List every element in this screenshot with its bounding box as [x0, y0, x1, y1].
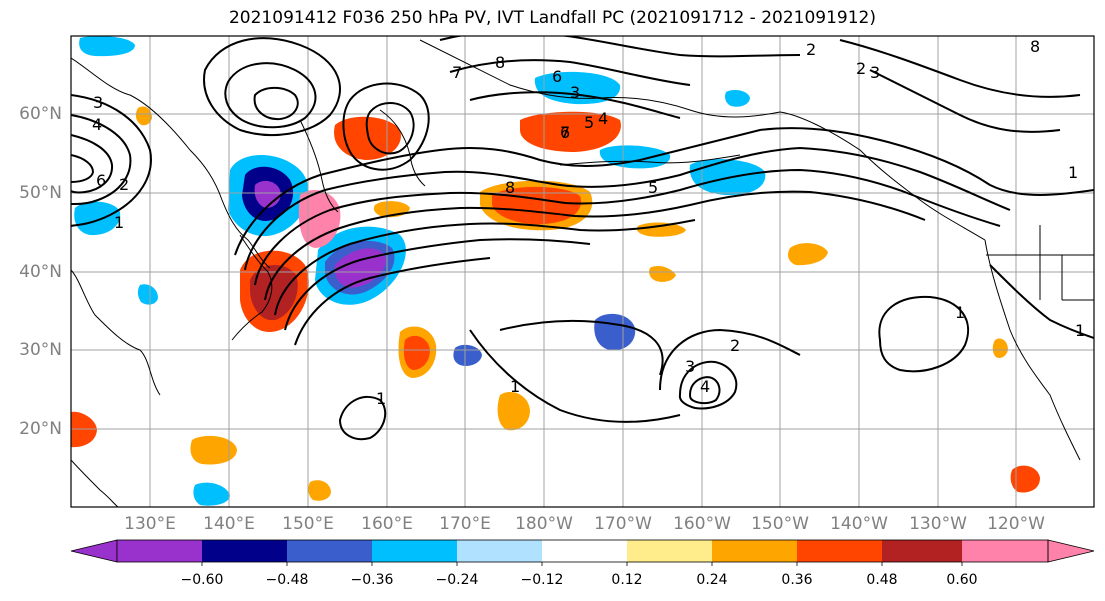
pv-negative-small-4 — [725, 90, 750, 107]
pv-positive-south — [497, 391, 530, 431]
contour-label: 5 — [584, 113, 594, 132]
lon-label-140e: 140°E — [203, 514, 255, 534]
pv-negative-small-1 — [453, 344, 482, 366]
contour-label: 4 — [92, 115, 102, 134]
chart-title: 2021091412 F036 250 hPa PV, IVT Landfall… — [228, 8, 876, 28]
contour-label: 1 — [376, 389, 386, 408]
lat-label-30n: 30°N — [19, 340, 62, 360]
contour-label: 2 — [806, 40, 816, 59]
pv-shading — [71, 36, 1040, 506]
lon-label-160w: 160°W — [673, 514, 731, 534]
lon-label-170w: 170°W — [594, 514, 652, 534]
pv-positive-small-4 — [135, 106, 152, 126]
contour-label: 1 — [955, 303, 965, 322]
lat-label-50n: 50°N — [19, 183, 62, 203]
colorbar-tick-label: −0.12 — [520, 572, 564, 588]
colorbar-bin-0 — [117, 540, 202, 562]
contour-label: 1 — [1068, 163, 1078, 182]
coastlines — [71, 39, 1094, 507]
contour-label: 5 — [648, 178, 658, 197]
colorbar-bin-8 — [797, 540, 882, 562]
contour-label: 2 — [119, 175, 129, 194]
pv-positive-southwest — [190, 435, 237, 465]
colorbar-max-arrow — [1047, 539, 1095, 563]
lon-label-130w: 130°W — [909, 514, 967, 534]
colorbar-tick-label: −0.24 — [435, 572, 479, 588]
colorbar-tick-label: −0.48 — [265, 572, 309, 588]
contour-label: 4 — [598, 109, 608, 128]
pv-positive-small-5 — [649, 266, 676, 282]
lon-label-150e: 150°E — [282, 514, 334, 534]
pv-positive-sea-okhotsk — [334, 116, 401, 160]
pv-positive-small-2 — [308, 480, 331, 501]
lat-label-40n: 40°N — [19, 262, 62, 282]
contour-label: 8 — [505, 178, 515, 197]
contour-label: 1 — [1075, 321, 1085, 340]
colorbar-tick-label: 0.60 — [946, 572, 978, 588]
map-frame — [70, 35, 1095, 508]
contour-label: 3 — [570, 83, 580, 102]
contour-label: 2 — [856, 59, 866, 78]
lon-label-140w: 140°W — [830, 514, 888, 534]
colorbar-tick-label: 0.36 — [781, 572, 813, 588]
pv-positive-small-3 — [992, 338, 1008, 358]
contour-label: 4 — [700, 377, 710, 396]
pv-negative-nw — [74, 201, 121, 236]
lon-label-150w: 150°W — [751, 514, 809, 534]
lon-label-130e: 130°E — [124, 514, 176, 534]
pv-negative-small-2 — [193, 482, 230, 506]
lon-label-180w: 180°W — [515, 514, 573, 534]
contour-label: 1 — [114, 213, 124, 232]
contour-label: 2 — [730, 336, 740, 355]
lat-label-20n: 20°N — [19, 419, 62, 439]
contour-labels: 8 7 6 5 4 3 2 1 8 6 5 4 3 2 1 1 2 3 4 3 … — [92, 37, 1085, 408]
lon-label-160e: 160°E — [361, 514, 413, 534]
pv-positive-east — [1010, 465, 1040, 493]
colorbar-bin-6 — [627, 540, 712, 562]
contour-label: 6 — [552, 67, 562, 86]
pv-negative-center — [594, 313, 636, 351]
contour-label: 7 — [452, 63, 462, 82]
colorbar-bin-2 — [287, 540, 372, 562]
colorbar-tick-label: −0.36 — [350, 572, 394, 588]
colorbar-bin-1 — [202, 540, 287, 562]
colorbar-bin-10 — [962, 540, 1048, 562]
colorbar-tick-label: 0.48 — [866, 572, 898, 588]
contour-label: 3 — [685, 357, 695, 376]
pv-positive-pink — [298, 190, 341, 248]
graticule — [71, 36, 1094, 507]
contour-label: 6 — [96, 171, 106, 190]
map-content: 8 7 6 5 4 3 2 1 8 6 5 4 3 2 1 1 2 3 4 3 … — [71, 36, 1094, 507]
lon-label-120w: 120°W — [987, 514, 1045, 534]
pv-positive-bering — [520, 111, 621, 152]
pv-negative-nw-top — [79, 36, 135, 57]
contour-label: 7 — [560, 123, 570, 142]
contour-label: 8 — [495, 53, 505, 72]
colorbar-tick-label: 0.12 — [611, 572, 643, 588]
pv-negative-small-3 — [137, 284, 158, 305]
contour-label: 3 — [870, 63, 880, 82]
colorbar-tick-label: 0.24 — [696, 572, 728, 588]
lat-label-60n: 60°N — [19, 104, 62, 124]
colorbar-bin-3 — [372, 540, 457, 562]
colorbar-bin-7 — [712, 540, 797, 562]
contour-label: 8 — [1030, 37, 1040, 56]
colorbar-bin-5 — [542, 540, 627, 562]
lon-label-170e: 170°E — [439, 514, 491, 534]
contour-label: 1 — [510, 377, 520, 396]
colorbar-tick-label: −0.60 — [180, 572, 224, 588]
pv-positive-small-6 — [636, 222, 686, 237]
pv-positive-small-1 — [788, 243, 828, 266]
ivt-contours — [71, 36, 1094, 440]
colorbar-min-arrow — [70, 539, 118, 563]
pv-positive-japan-core — [250, 264, 298, 321]
contour-label: 6 — [560, 123, 570, 142]
pv-positive-east-sub-core — [403, 335, 430, 370]
contour-label: 3 — [93, 93, 103, 112]
colorbar — [70, 539, 1095, 566]
colorbar-bin-9 — [882, 540, 962, 562]
colorbar-bin-4 — [457, 540, 542, 562]
